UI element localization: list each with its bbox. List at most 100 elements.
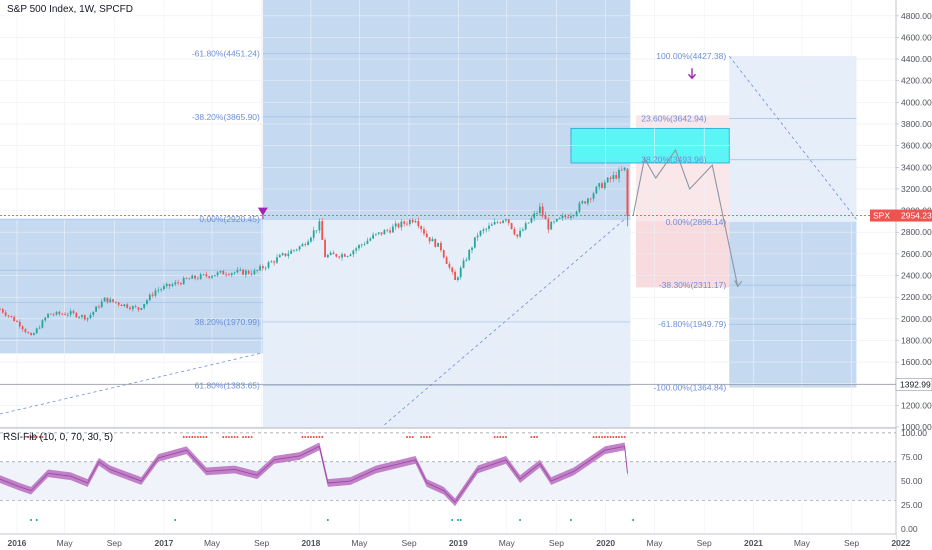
oversold-dot	[327, 519, 329, 521]
overbought-dot	[310, 436, 312, 438]
overbought-dot	[618, 436, 620, 438]
overbought-dot	[225, 436, 227, 438]
candle-body	[72, 311, 75, 313]
overbought-dot	[318, 436, 321, 438]
y-tick-label: 3600.00	[901, 141, 932, 151]
candle-body	[524, 223, 527, 230]
candle-body	[55, 311, 58, 315]
candle-body	[208, 276, 211, 278]
y-tick-label: 4600.00	[901, 32, 932, 42]
x-tick-label: May	[794, 538, 811, 548]
candle-body	[239, 269, 242, 271]
fib-level-label: 0.00%(2920.45)	[199, 214, 260, 224]
overbought-dot	[307, 436, 309, 438]
y-tick-label: 4000.00	[901, 97, 932, 107]
candle-body	[570, 215, 572, 218]
candle-body	[78, 316, 81, 318]
candle-body	[431, 238, 434, 242]
fib-level-label: -38.20%(3865.90)	[192, 112, 260, 122]
candle-body	[550, 221, 553, 230]
overbought-dot	[499, 436, 502, 438]
candle-body	[295, 249, 298, 251]
candle-body	[236, 270, 239, 273]
candle-body	[530, 218, 533, 223]
candle-body	[261, 266, 264, 269]
fib-level-label: 38.20%(3493.96)	[641, 155, 706, 165]
candle-body	[623, 167, 626, 170]
overbought-dot	[35, 436, 38, 438]
overbought-dot	[182, 436, 185, 438]
overbought-dot	[623, 436, 626, 438]
candle-body	[601, 183, 603, 189]
candle-body	[140, 308, 143, 310]
candles-layer	[0, 165, 629, 336]
overbought-dot	[230, 436, 233, 438]
candle-body	[146, 300, 148, 304]
candle-body	[41, 320, 44, 328]
overbought-dot	[30, 436, 32, 438]
overbought-dot	[493, 436, 496, 438]
overbought-dot	[409, 436, 411, 438]
x-tick-label: Sep	[254, 538, 269, 548]
overbought-dot	[604, 436, 606, 438]
candle-body	[106, 297, 109, 303]
candle-body	[425, 233, 428, 238]
candle-body	[536, 212, 538, 214]
candle-body	[341, 254, 343, 258]
candle-body	[459, 267, 462, 278]
overbought-dot	[250, 436, 253, 438]
candle-body	[1, 309, 4, 313]
candle-body	[148, 294, 151, 301]
candle-body	[126, 304, 129, 308]
candle-body	[230, 273, 233, 275]
candle-body	[584, 201, 586, 204]
x-tick-label: May	[57, 538, 74, 548]
candle-body	[488, 225, 490, 229]
candle-body	[143, 303, 146, 309]
oversold-dot	[30, 519, 32, 521]
candle-body	[228, 274, 230, 276]
overbought-dot	[245, 436, 247, 438]
overbought-dot	[242, 436, 244, 438]
candle-body	[154, 290, 157, 296]
overbought-dot	[595, 436, 598, 438]
rsi-indicator-title[interactable]: RSI-Fib (10, 0, 70, 30, 5)	[3, 432, 114, 443]
candle-body	[609, 177, 612, 180]
fib-zone-right-lower	[729, 221, 857, 388]
candle-body	[352, 250, 355, 255]
candle-body	[581, 201, 584, 204]
x-tick-label: 2021	[744, 538, 763, 548]
candle-body	[513, 229, 516, 235]
rsi-tick-label: 75.00	[901, 452, 923, 462]
oversold-dot	[632, 519, 634, 521]
overbought-dot	[406, 436, 408, 438]
candle-body	[564, 215, 567, 217]
y-tick-label: 2600.00	[901, 249, 932, 259]
x-tick-label: 2016	[7, 538, 26, 548]
y-axis-background	[896, 0, 932, 550]
candle-body	[386, 230, 389, 231]
y-tick-label: 2400.00	[901, 271, 932, 281]
candle-body	[290, 250, 293, 254]
candle-body	[287, 253, 290, 256]
candle-body	[304, 244, 307, 246]
overbought-dot	[502, 436, 504, 438]
candle-body	[112, 299, 114, 302]
overbought-dot	[321, 436, 324, 438]
overbought-dot	[222, 436, 225, 438]
fib-level-label: -61.80%(1949.79)	[658, 319, 726, 329]
candle-body	[298, 246, 301, 250]
candle-body	[253, 270, 256, 275]
candle-body	[307, 241, 309, 246]
candle-body	[24, 329, 27, 333]
candle-body	[338, 256, 341, 258]
candle-body	[250, 273, 253, 275]
candle-body	[211, 276, 213, 278]
candle-body	[30, 333, 32, 336]
candle-body	[259, 266, 261, 271]
overbought-dot	[533, 436, 536, 438]
candle-body	[18, 321, 21, 327]
rsi-tick-label: 100.00	[901, 428, 927, 438]
candle-body	[578, 203, 581, 212]
x-tick-label: May	[647, 538, 664, 548]
